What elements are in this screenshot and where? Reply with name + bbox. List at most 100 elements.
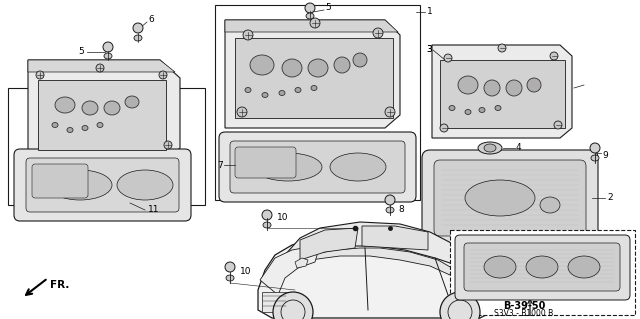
Bar xyxy=(38,80,166,150)
Ellipse shape xyxy=(484,144,496,152)
Ellipse shape xyxy=(263,222,271,228)
Ellipse shape xyxy=(279,91,285,95)
Text: 7: 7 xyxy=(217,160,223,169)
Ellipse shape xyxy=(282,59,302,77)
Ellipse shape xyxy=(484,256,516,278)
Ellipse shape xyxy=(125,96,139,108)
Ellipse shape xyxy=(550,52,558,60)
Ellipse shape xyxy=(97,122,103,128)
Ellipse shape xyxy=(82,125,88,130)
Ellipse shape xyxy=(225,262,235,272)
Text: 4: 4 xyxy=(516,144,522,152)
Ellipse shape xyxy=(353,53,367,67)
Ellipse shape xyxy=(527,78,541,92)
Ellipse shape xyxy=(262,210,272,220)
FancyBboxPatch shape xyxy=(219,132,416,202)
Polygon shape xyxy=(286,248,452,275)
FancyBboxPatch shape xyxy=(26,158,179,212)
Ellipse shape xyxy=(104,53,112,59)
Text: 9: 9 xyxy=(602,151,608,160)
Ellipse shape xyxy=(385,195,395,205)
Polygon shape xyxy=(258,228,497,318)
Text: 10: 10 xyxy=(277,213,289,222)
Ellipse shape xyxy=(591,155,599,161)
Ellipse shape xyxy=(52,122,58,128)
Text: 1: 1 xyxy=(427,8,433,17)
FancyBboxPatch shape xyxy=(434,160,586,236)
Ellipse shape xyxy=(478,142,502,154)
Ellipse shape xyxy=(540,197,560,213)
Ellipse shape xyxy=(245,87,251,93)
Ellipse shape xyxy=(386,207,394,213)
Ellipse shape xyxy=(55,97,75,113)
Ellipse shape xyxy=(103,42,113,52)
Ellipse shape xyxy=(465,109,471,115)
Ellipse shape xyxy=(250,55,274,75)
Ellipse shape xyxy=(67,128,73,132)
FancyBboxPatch shape xyxy=(455,235,630,300)
FancyBboxPatch shape xyxy=(230,141,405,193)
Circle shape xyxy=(440,292,480,319)
Ellipse shape xyxy=(311,85,317,91)
Ellipse shape xyxy=(330,153,386,181)
FancyBboxPatch shape xyxy=(32,164,88,198)
Ellipse shape xyxy=(306,13,314,19)
FancyBboxPatch shape xyxy=(14,149,191,221)
Ellipse shape xyxy=(554,121,562,129)
Text: S3V3 - B1000 B: S3V3 - B1000 B xyxy=(494,309,554,318)
FancyBboxPatch shape xyxy=(422,150,598,246)
Ellipse shape xyxy=(385,107,395,117)
Polygon shape xyxy=(225,20,400,128)
Polygon shape xyxy=(225,20,398,32)
Ellipse shape xyxy=(506,80,522,96)
Ellipse shape xyxy=(237,107,247,117)
Ellipse shape xyxy=(498,44,506,52)
Text: 5: 5 xyxy=(78,48,84,56)
Ellipse shape xyxy=(96,64,104,72)
Bar xyxy=(450,230,635,315)
Polygon shape xyxy=(362,226,428,250)
Ellipse shape xyxy=(36,71,44,79)
Ellipse shape xyxy=(226,275,234,281)
Ellipse shape xyxy=(164,141,172,149)
FancyBboxPatch shape xyxy=(235,147,296,178)
Ellipse shape xyxy=(465,180,535,216)
Ellipse shape xyxy=(48,170,112,200)
Ellipse shape xyxy=(133,23,143,33)
Ellipse shape xyxy=(159,71,167,79)
Polygon shape xyxy=(285,222,468,268)
Ellipse shape xyxy=(334,57,350,73)
Ellipse shape xyxy=(458,76,478,94)
Text: 10: 10 xyxy=(240,268,252,277)
Text: FR.: FR. xyxy=(50,280,69,290)
Ellipse shape xyxy=(310,18,320,28)
Ellipse shape xyxy=(479,108,485,113)
Text: 8: 8 xyxy=(398,205,404,214)
Text: 2: 2 xyxy=(607,194,612,203)
Circle shape xyxy=(273,292,313,319)
Ellipse shape xyxy=(82,101,98,115)
Ellipse shape xyxy=(295,87,301,93)
Ellipse shape xyxy=(568,256,600,278)
Polygon shape xyxy=(432,45,572,138)
Polygon shape xyxy=(300,228,358,260)
Ellipse shape xyxy=(526,256,558,278)
Polygon shape xyxy=(28,60,175,72)
Ellipse shape xyxy=(305,3,315,13)
Polygon shape xyxy=(28,60,180,166)
Ellipse shape xyxy=(117,170,173,200)
Ellipse shape xyxy=(262,93,268,98)
Ellipse shape xyxy=(484,80,500,96)
Ellipse shape xyxy=(444,54,452,62)
Text: 11: 11 xyxy=(148,205,159,214)
Text: 3: 3 xyxy=(426,46,432,55)
Ellipse shape xyxy=(590,143,600,153)
Ellipse shape xyxy=(440,124,448,132)
Text: 3: 3 xyxy=(426,46,432,55)
Bar xyxy=(440,60,565,128)
Polygon shape xyxy=(260,245,320,295)
Ellipse shape xyxy=(104,101,120,115)
Ellipse shape xyxy=(373,28,383,38)
Polygon shape xyxy=(295,258,308,268)
FancyBboxPatch shape xyxy=(464,243,620,291)
